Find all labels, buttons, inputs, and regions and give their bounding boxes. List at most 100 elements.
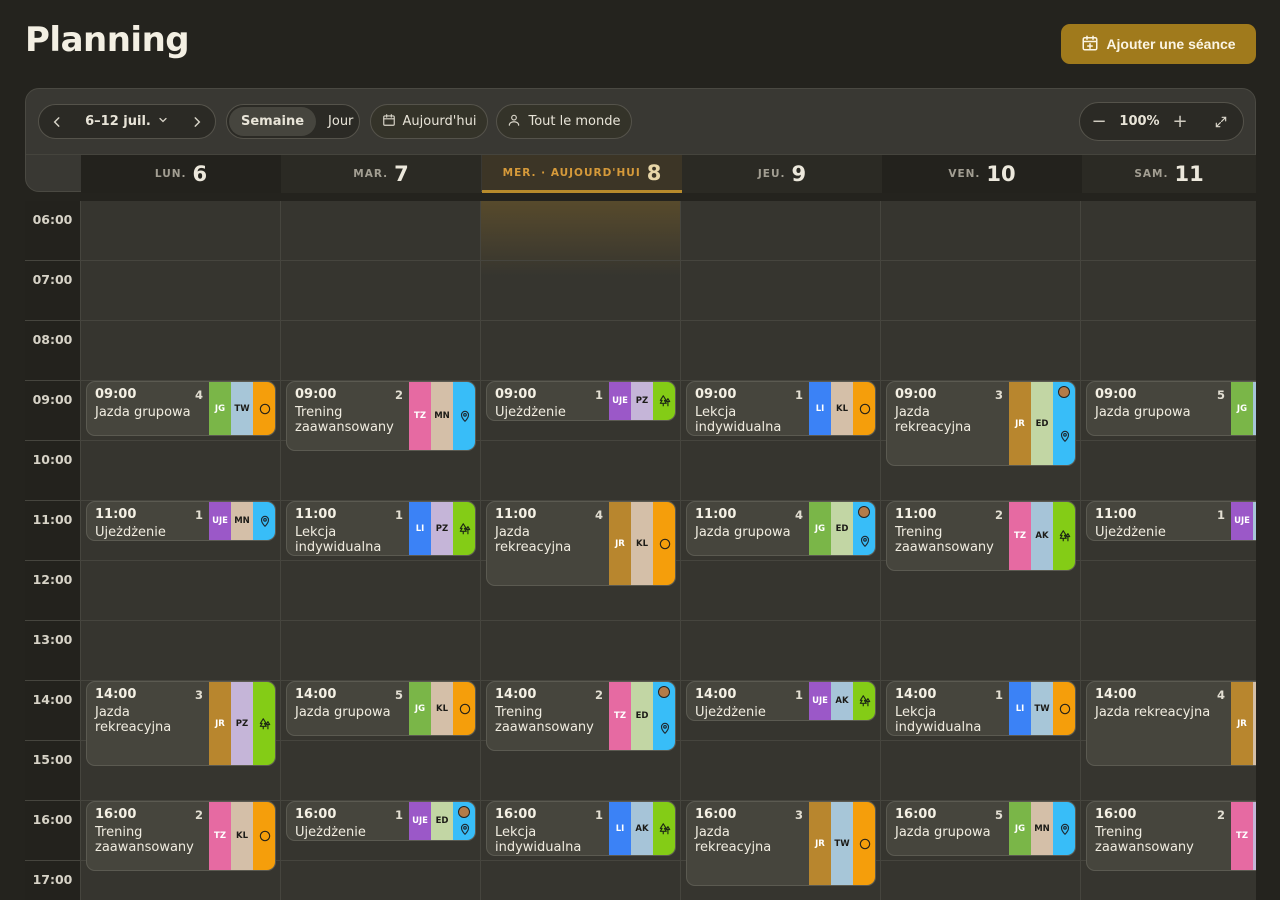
staff-tag-jg: JG — [209, 382, 231, 435]
session-time: 14:00 — [495, 687, 537, 702]
session-time: 11:00 — [95, 507, 137, 522]
day-header-wed-today[interactable]: MER. · AUJOURD'HUI 8 — [482, 155, 682, 193]
session-event[interactable]: 14:00 3 Jazda rekreacyjna JR PZ — [86, 681, 276, 766]
session-event[interactable]: 11:00 1 Lekcja indywidualna LI PZ — [286, 501, 476, 556]
participant-count: 4 — [795, 508, 804, 522]
staff-tag-mn: MN — [1031, 802, 1053, 855]
session-event[interactable]: 14:00 1 Lekcja indywidualna LI TW — [886, 681, 1076, 736]
session-event[interactable]: 11:00 4 Jazda grupowa JG ED — [686, 501, 876, 556]
location-pin-icon — [453, 382, 475, 450]
zoom-level: 100% — [1119, 114, 1160, 129]
session-time: 16:00 — [95, 807, 137, 822]
session-name: Trening zaawansowany — [495, 705, 594, 735]
time-column: 06:00 07:00 08:00 09:00 10:00 11:00 12:00 13:00… — [25, 201, 80, 900]
session-event[interactable]: 11:00 4 Jazda rekreacyjna JR KL — [486, 501, 676, 586]
session-name: Lekcja indywidualna — [895, 705, 982, 735]
participant-count: 1 — [395, 508, 404, 522]
session-event[interactable]: 16:00 2 Trening zaawansowany TZPZ — [1086, 801, 1256, 871]
hour-gridline — [25, 500, 1256, 501]
session-time: 16:00 — [295, 807, 337, 822]
staff-tag-li: LI — [609, 802, 631, 855]
session-time: 14:00 — [295, 687, 337, 702]
people-filter-button[interactable]: Tout le monde — [496, 104, 632, 139]
today-button[interactable]: Aujourd'hui — [370, 104, 488, 139]
session-name: Trening zaawansowany — [95, 825, 194, 855]
staff-tag-jg: JG — [1009, 802, 1031, 855]
previous-week-button[interactable] — [39, 105, 75, 138]
session-event[interactable]: 11:00 2 Trening zaawansowany TZ AK — [886, 501, 1076, 571]
session-event[interactable]: 09:00 3 Jazda rekreacyjna JR ED — [886, 381, 1076, 466]
trees-icon — [453, 502, 475, 555]
session-time: 11:00 — [495, 507, 537, 522]
session-name: Jazda grupowa — [95, 405, 191, 420]
participant-count: 2 — [595, 688, 604, 702]
session-event[interactable]: 14:00 4 Jazda rekreacyjna JRMN — [1086, 681, 1256, 766]
next-week-button[interactable] — [179, 105, 215, 138]
trees-icon — [853, 682, 875, 720]
zoom-in-button[interactable]: + — [1172, 111, 1188, 132]
zoom-out-button[interactable]: − — [1091, 111, 1107, 132]
chevron-down-icon — [157, 114, 169, 130]
session-name: Lekcja indywidualna — [295, 525, 382, 555]
day-header-sat[interactable]: SAM. 11 — [1082, 155, 1256, 193]
user-icon — [507, 113, 521, 131]
session-event[interactable]: 09:00 1 Lekcja indywidualna LI KL — [686, 381, 876, 436]
trees-icon — [253, 682, 275, 765]
trees-icon — [1053, 502, 1075, 570]
session-event[interactable]: 11:00 1 Ujeżdżenie UJETW — [1086, 501, 1256, 541]
session-event[interactable]: 16:00 1 Ujeżdżenie UJE ED — [286, 801, 476, 841]
session-event[interactable]: 09:00 5 Jazda grupowa JGAK — [1086, 381, 1256, 436]
session-event[interactable]: 16:00 3 Jazda rekreacyjna JR TW — [686, 801, 876, 886]
circle-icon — [853, 802, 875, 885]
day-header-fri[interactable]: VEN. 10 — [882, 155, 1082, 193]
day-header-mon[interactable]: LUN. 6 — [81, 155, 281, 193]
time-label: 08:00 — [32, 332, 73, 347]
session-name: Jazda grupowa — [695, 525, 791, 540]
staff-tag-mn: MN — [231, 502, 253, 540]
session-event[interactable]: 14:00 2 Trening zaawansowany TZ ED — [486, 681, 676, 751]
staff-tag-jr: JR — [1009, 382, 1031, 465]
tab-day[interactable]: Jour — [328, 114, 354, 129]
day-gridline — [680, 201, 681, 900]
session-time: 09:00 — [695, 387, 737, 402]
session-event[interactable]: 14:00 5 Jazda grupowa JG KL — [286, 681, 476, 736]
participant-count: 3 — [795, 808, 804, 822]
session-event[interactable]: 16:00 2 Trening zaawansowany TZ KL — [86, 801, 276, 871]
time-label: 06:00 — [32, 212, 73, 227]
location-pin-icon — [1053, 802, 1075, 855]
location-pin-icon — [1053, 382, 1075, 465]
add-session-button[interactable]: Ajouter une séance — [1061, 24, 1256, 64]
session-time: 14:00 — [895, 687, 937, 702]
staff-tag-mn: MN — [431, 382, 453, 450]
session-event[interactable]: 09:00 1 Ujeżdżenie UJE PZ — [486, 381, 676, 421]
circle-icon — [653, 502, 675, 585]
staff-tag-kl: KL — [231, 802, 253, 870]
tab-week[interactable]: Semaine — [229, 107, 317, 136]
day-gridline — [280, 201, 281, 900]
session-event[interactable]: 14:00 1 Ujeżdżenie UJE AK — [686, 681, 876, 721]
session-event[interactable]: 09:00 4 Jazda grupowa JG TW — [86, 381, 276, 436]
staff-tag-jr: JR — [609, 502, 631, 585]
day-header-tue[interactable]: MAR. 7 — [281, 155, 481, 193]
session-event[interactable]: 16:00 5 Jazda grupowa JG MN — [886, 801, 1076, 856]
calendar-grid[interactable]: 06:00 07:00 08:00 09:00 10:00 11:00 12:00 13:00… — [25, 201, 1256, 900]
participant-count: 2 — [195, 808, 204, 822]
trees-icon — [653, 382, 675, 420]
session-name: Trening zaawansowany — [1095, 825, 1194, 855]
day-header-thu[interactable]: JEU. 9 — [682, 155, 882, 193]
staff-tag-li: LI — [409, 502, 431, 555]
session-event[interactable]: 16:00 1 Lekcja indywidualna LI AK — [486, 801, 676, 856]
session-event[interactable]: 09:00 2 Trening zaawansowany TZ MN — [286, 381, 476, 451]
staff-tag-jg: JG — [809, 502, 831, 555]
session-time: 11:00 — [1095, 507, 1137, 522]
date-range-dropdown[interactable]: 6–12 juil. — [75, 114, 179, 130]
add-session-label: Ajouter une séance — [1106, 36, 1236, 52]
status-dot — [1058, 386, 1070, 398]
session-event[interactable]: 11:00 1 Ujeżdżenie UJE MN — [86, 501, 276, 541]
session-time: 14:00 — [95, 687, 137, 702]
participant-count: 1 — [1217, 508, 1226, 522]
staff-tag-pz: PZ — [431, 502, 453, 555]
session-time: 14:00 — [1095, 687, 1137, 702]
fullscreen-button[interactable] — [1199, 115, 1243, 129]
day-gridline — [80, 201, 81, 900]
